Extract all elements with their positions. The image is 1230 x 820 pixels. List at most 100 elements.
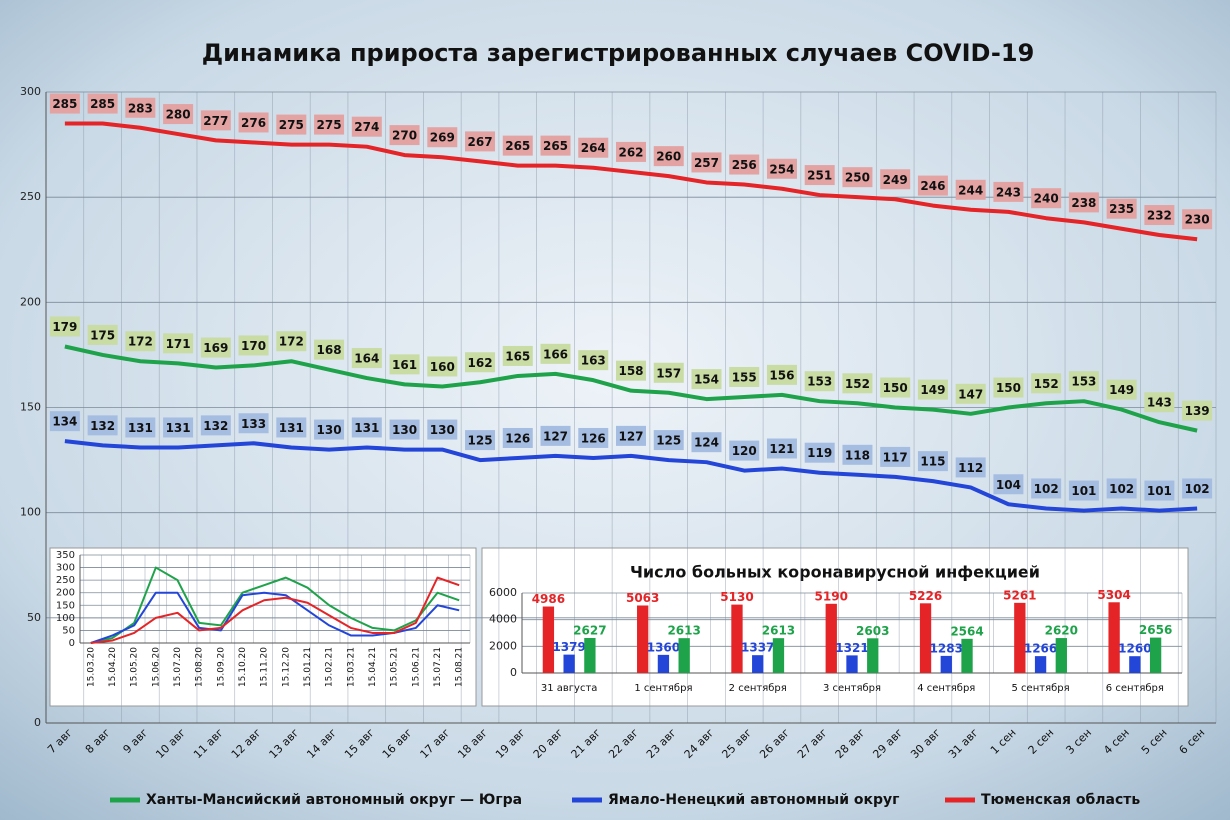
bar (867, 638, 879, 673)
y-tick-label: 150 (20, 401, 41, 414)
data-label-box (1106, 379, 1137, 400)
data-label-box (276, 114, 307, 135)
y-tick-label: 0 (510, 666, 517, 679)
data-label: 101 (1071, 484, 1096, 498)
data-label: 126 (581, 431, 606, 445)
x-tick-label: 15.09.20 (216, 647, 226, 687)
data-label: 269 (430, 131, 455, 145)
y-tick-label: 250 (20, 190, 41, 203)
y-tick-label: 0 (69, 638, 75, 649)
data-label-box (427, 419, 458, 440)
data-label-box (1144, 480, 1175, 501)
data-label: 1360 (647, 640, 680, 654)
data-label: 257 (694, 156, 719, 170)
data-label: 246 (920, 179, 945, 193)
data-label: 156 (769, 368, 794, 382)
x-tick-label: 15.05.20 (130, 647, 140, 687)
data-label-box (351, 348, 382, 369)
x-tick-label: 3 сентября (823, 683, 881, 694)
x-tick-label: 15.03.20 (86, 647, 96, 687)
data-label-box (502, 135, 533, 156)
data-label-box (1106, 478, 1137, 499)
data-label-box (465, 131, 496, 152)
data-label: 117 (883, 450, 908, 464)
y-tick-label: 50 (62, 625, 75, 636)
bar (1149, 637, 1162, 673)
data-label: 250 (845, 171, 870, 185)
data-label: 125 (468, 434, 493, 448)
x-tick-label: 15.11.20 (260, 647, 270, 687)
data-label: 139 (1185, 404, 1210, 418)
data-label: 243 (996, 185, 1021, 199)
data-label: 115 (920, 455, 945, 469)
data-label: 1283 (930, 641, 963, 655)
y-tick-label: 150 (56, 600, 75, 611)
data-label-box (87, 324, 118, 345)
data-label: 265 (543, 139, 568, 153)
data-label: 179 (52, 320, 77, 334)
bar (731, 604, 743, 673)
x-tick-label: 5 сентября (1012, 683, 1070, 694)
data-label-box (163, 104, 194, 125)
data-label-box (465, 352, 496, 373)
data-label: 131 (279, 421, 304, 435)
data-label-box (314, 419, 345, 440)
x-tick-label: 15.12.20 (281, 647, 291, 687)
data-label-box (427, 127, 458, 148)
x-tick-label: 15.04.20 (108, 647, 118, 687)
data-label-box (1031, 373, 1062, 394)
x-tick-label: 15.02.21 (325, 647, 335, 687)
data-label-box (1068, 480, 1099, 501)
bar (657, 654, 670, 673)
bar (1129, 656, 1141, 673)
data-label-box (540, 343, 571, 364)
data-label: 1337 (741, 641, 774, 655)
data-label-box (1031, 188, 1062, 209)
bar (584, 637, 596, 673)
x-tick-label: 15.06.20 (151, 647, 161, 687)
data-label: 2627 (573, 623, 606, 637)
data-label: 153 (1071, 375, 1096, 389)
data-label: 163 (581, 354, 606, 368)
data-label: 1266 (1024, 642, 1057, 656)
data-label: 264 (581, 141, 606, 155)
data-label: 126 (505, 431, 530, 445)
data-label: 150 (996, 381, 1021, 395)
data-label: 104 (996, 478, 1021, 492)
legend-label: Ханты-Мансийский автономный округ — Югра (146, 792, 522, 808)
data-label: 5130 (720, 590, 753, 604)
y-tick-label: 200 (56, 588, 75, 599)
data-label: 102 (1034, 482, 1059, 496)
data-label-box (49, 93, 80, 114)
data-label: 131 (354, 421, 379, 435)
data-label-box (389, 419, 420, 440)
data-label-box (276, 417, 307, 438)
bar (1014, 602, 1026, 673)
data-label-box (955, 179, 986, 200)
data-label-box (125, 97, 156, 118)
bar (846, 655, 858, 673)
data-label-box (389, 125, 420, 146)
y-tick-label: 350 (56, 550, 75, 561)
data-label: 172 (128, 335, 153, 349)
data-label-box (49, 316, 80, 337)
data-label-box (49, 411, 80, 432)
data-label-box (238, 112, 269, 133)
data-label-box (540, 135, 571, 156)
bar (919, 603, 932, 673)
data-label: 150 (883, 381, 908, 395)
data-label-box (314, 114, 345, 135)
data-label-box (200, 337, 231, 358)
data-label: 157 (656, 366, 681, 380)
bar (752, 655, 764, 673)
data-label: 270 (392, 129, 417, 143)
data-label-box (729, 440, 760, 461)
data-label-box (842, 444, 873, 465)
bar (1055, 638, 1067, 673)
data-label-box (276, 331, 307, 352)
chart-title: Динамика прироста зарегистрированных слу… (202, 39, 1035, 67)
data-label: 5261 (1003, 588, 1036, 602)
x-tick-label: 15.04.21 (368, 647, 378, 687)
data-label: 102 (1109, 482, 1134, 496)
